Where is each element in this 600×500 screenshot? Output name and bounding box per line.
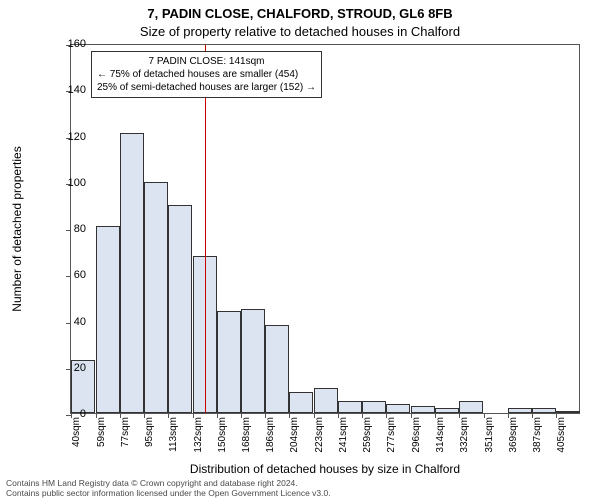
y-tick-label: 0 [36,408,86,420]
chart-container: 7, PADIN CLOSE, CHALFORD, STROUD, GL6 8F… [0,0,600,500]
y-tick-label: 60 [36,269,86,281]
x-tick-label: 40sqm [71,417,82,467]
histogram-bar [508,408,532,413]
x-tick-label: 168sqm [241,417,252,467]
histogram-bar [265,325,289,413]
histogram-bar [120,133,144,413]
histogram-bar [532,408,556,413]
y-tick-label: 40 [36,316,86,328]
x-tick-label: 259sqm [362,417,373,467]
histogram-bar [459,401,483,413]
x-axis-label: Distribution of detached houses by size … [70,462,580,476]
y-tick-label: 80 [36,223,86,235]
x-tick-label: 296sqm [411,417,422,467]
annotation-line2: ← 75% of detached houses are smaller (45… [97,68,316,81]
x-tick-label: 277sqm [386,417,397,467]
x-tick-label: 77sqm [120,417,131,467]
y-tick-label: 100 [36,177,86,189]
x-tick-label: 95sqm [144,417,155,467]
histogram-bar [144,182,168,413]
chart-subtitle: Size of property relative to detached ho… [0,24,600,39]
y-tick-label: 120 [36,131,86,143]
footer: Contains HM Land Registry data © Crown c… [6,478,594,498]
annotation-line3: 25% of semi-detached houses are larger (… [97,81,316,94]
x-tick-label: 314sqm [435,417,446,467]
x-tick-label: 351sqm [484,417,495,467]
x-tick-label: 59sqm [96,417,107,467]
histogram-bar [386,404,410,413]
reference-line [205,45,206,413]
histogram-bar [556,411,580,413]
footer-line2: Contains public sector information licen… [6,488,594,498]
x-tick-label: 241sqm [338,417,349,467]
x-tick-label: 387sqm [532,417,543,467]
histogram-bar [362,401,386,413]
x-tick-label: 132sqm [193,417,204,467]
x-tick-label: 332sqm [459,417,470,467]
y-tick-label: 140 [36,84,86,96]
histogram-bar [289,392,313,413]
histogram-bar [168,205,192,413]
plot-area: 40sqm59sqm77sqm95sqm113sqm132sqm150sqm16… [70,44,580,414]
histogram-bar [217,311,241,413]
x-tick-label: 369sqm [508,417,519,467]
x-tick-label: 223sqm [314,417,325,467]
histogram-bar [435,408,459,413]
annotation-box: 7 PADIN CLOSE: 141sqm ← 75% of detached … [91,51,322,98]
x-tick-label: 150sqm [217,417,228,467]
histogram-bar [314,388,338,413]
x-tick-label: 186sqm [265,417,276,467]
annotation-line1: 7 PADIN CLOSE: 141sqm [97,55,316,68]
histogram-bar [241,309,265,413]
x-tick-label: 113sqm [168,417,179,467]
histogram-bar [411,406,435,413]
y-tick-label: 160 [36,38,86,50]
footer-line1: Contains HM Land Registry data © Crown c… [6,478,594,488]
histogram-bar [338,401,362,413]
chart-title: 7, PADIN CLOSE, CHALFORD, STROUD, GL6 8F… [0,6,600,21]
y-axis-label: Number of detached properties [10,146,24,311]
x-tick-label: 204sqm [289,417,300,467]
histogram-bar [96,226,120,413]
x-tick-label: 405sqm [556,417,567,467]
y-tick-label: 20 [36,362,86,374]
